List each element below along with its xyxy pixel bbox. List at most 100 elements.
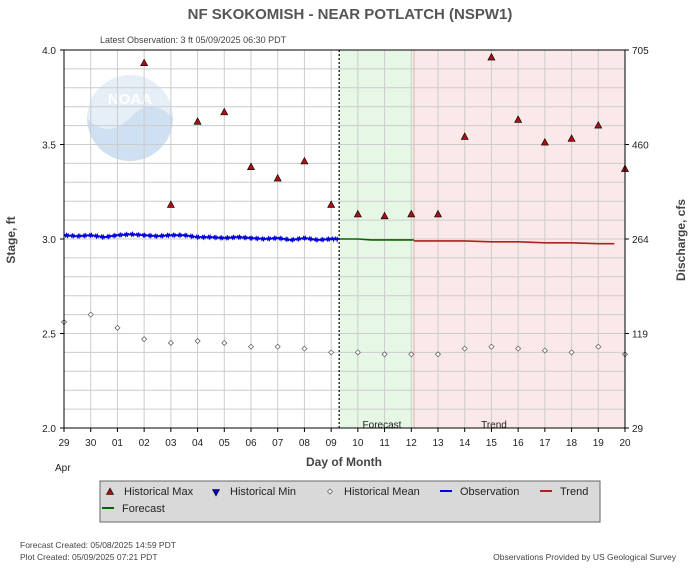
- y-axis-right: 705 460 264 119 29: [625, 46, 649, 435]
- legend-marker: [105, 487, 115, 495]
- historical-max-point: [273, 173, 282, 182]
- chart-title: NF SKOKOMISH - NEAR POTLATCH (NSPW1): [188, 6, 513, 23]
- historical-max-point: [433, 209, 443, 218]
- historical-mean-point: [328, 349, 335, 356]
- y-right-tick-label: 119: [632, 330, 648, 341]
- historical-mean-point: [354, 349, 361, 356]
- historical-mean-point: [408, 351, 415, 358]
- forecast-created: Forecast Created: 05/08/2025 14:59 PDT: [20, 540, 176, 550]
- y-right-tick-label: 705: [632, 46, 649, 57]
- data-credit: Observations Provided by US Geological S…: [493, 552, 677, 562]
- historical-mean-point: [301, 345, 308, 352]
- historical-mean-point: [247, 343, 255, 350]
- historical-max-point: [594, 120, 603, 129]
- series-trend: [413, 240, 615, 245]
- x-tick-label: 06: [245, 438, 257, 449]
- x-axis: 29 30 01 02 03 04 05 06 07 08 09 10 11 12 13 14 15 16 17 18…: [58, 428, 631, 449]
- historical-max-point: [327, 200, 336, 208]
- historical-max-point: [380, 211, 389, 220]
- x-tick-label: 01: [112, 438, 124, 449]
- x-tick-label: 07: [272, 438, 284, 449]
- y-axis-left-label: Stage, ft: [4, 216, 18, 263]
- trend-region-label: Trend: [481, 420, 507, 431]
- historical-max-point: [514, 115, 523, 123]
- observation-line: [63, 231, 340, 244]
- x-axis-label: Day of Month: [306, 455, 382, 469]
- series-observation: [63, 231, 340, 244]
- historical-mean-point: [595, 343, 602, 350]
- series-layer: [60, 52, 630, 358]
- x-tick-label: 03: [165, 438, 177, 449]
- historical-max-point: [540, 137, 549, 146]
- legend-item-historical-max: Historical Max: [105, 486, 194, 498]
- x-tick-label: 04: [192, 438, 204, 449]
- y-left-tick-label: 2.0: [42, 424, 56, 435]
- legend-item-forecast: Forecast: [102, 503, 165, 515]
- historical-mean-point: [434, 351, 442, 358]
- legend-item-trend: Trend: [540, 486, 588, 498]
- x-tick-label: 08: [299, 438, 311, 449]
- historical-mean-point: [381, 351, 388, 358]
- historical-mean-point: [87, 311, 94, 318]
- y-left-tick-label: 3.5: [42, 141, 56, 152]
- legend-marker: [211, 489, 221, 497]
- x-tick-label: 19: [593, 438, 605, 449]
- x-tick-label: 10: [352, 438, 364, 449]
- legend-label: Trend: [560, 486, 588, 498]
- legend-label: Historical Max: [124, 486, 194, 498]
- x-tick-label: 30: [85, 438, 97, 449]
- y-left-tick-label: 4.0: [42, 46, 56, 57]
- x-tick-label: 18: [566, 438, 578, 449]
- legend-label: Historical Min: [230, 486, 296, 498]
- x-tick-label: 17: [539, 438, 551, 449]
- noaa-logo-text: NOAA: [108, 91, 152, 108]
- y-axis-right-label: Discharge, cfs: [674, 199, 688, 281]
- historical-max-point: [300, 156, 309, 165]
- x-tick-label: 12: [406, 438, 418, 449]
- historical-max-point: [353, 209, 362, 218]
- historical-mean-point: [461, 345, 468, 352]
- x-tick-label: 15: [486, 438, 498, 449]
- series-forecast: [339, 238, 414, 241]
- historical-mean-point: [141, 336, 148, 343]
- x-tick-label: 29: [58, 438, 70, 449]
- historical-max-point: [407, 209, 416, 218]
- chart-subtitle: Latest Observation: 3 ft 05/09/2025 06:3…: [100, 35, 287, 45]
- historical-mean-point: [194, 337, 201, 345]
- y-left-tick-label: 2.5: [42, 330, 56, 341]
- legend-item-historical-min: Historical Min: [211, 486, 296, 498]
- legend-label: Forecast: [122, 503, 165, 515]
- historical-max-point: [460, 132, 469, 140]
- y-axis-left: 4.0 3.5 3.0 2.5 2.0: [42, 46, 64, 435]
- legend: Historical Max Historical Min Historical M…: [99, 480, 601, 523]
- legend-label: Observation: [460, 486, 519, 498]
- historical-max-point: [487, 52, 496, 61]
- legend-item-observation: Observation: [440, 486, 519, 498]
- x-tick-label: 09: [326, 438, 338, 449]
- series-historical-mean: [60, 311, 629, 358]
- historical-mean-point: [274, 343, 281, 350]
- x-tick-label: 05: [219, 438, 231, 449]
- y-right-tick-label: 460: [632, 141, 649, 152]
- series-historical-max: [140, 52, 630, 220]
- historical-max-point: [246, 162, 256, 170]
- trend-line: [413, 240, 615, 245]
- legend-marker: [326, 488, 334, 495]
- x-tick-label: 14: [459, 438, 471, 449]
- historical-mean-point: [114, 324, 121, 331]
- x-tick-label: 11: [379, 438, 390, 449]
- x-tick-label: 02: [139, 438, 151, 449]
- plot-created: Plot Created: 05/09/2025 07:21 PDT: [20, 552, 158, 562]
- historical-max-point: [220, 107, 229, 116]
- legend-item-historical-mean: Historical Mean: [326, 486, 420, 498]
- y-left-tick-label: 3.0: [42, 235, 56, 246]
- historical-max-point: [567, 134, 576, 142]
- y-right-tick-label: 29: [632, 424, 644, 435]
- month-label: Apr: [55, 463, 71, 474]
- historical-mean-point: [167, 339, 174, 347]
- historical-mean-point: [488, 343, 495, 350]
- historical-max-point: [140, 58, 149, 67]
- x-tick-label: 16: [513, 438, 525, 449]
- x-tick-label: 13: [432, 438, 444, 449]
